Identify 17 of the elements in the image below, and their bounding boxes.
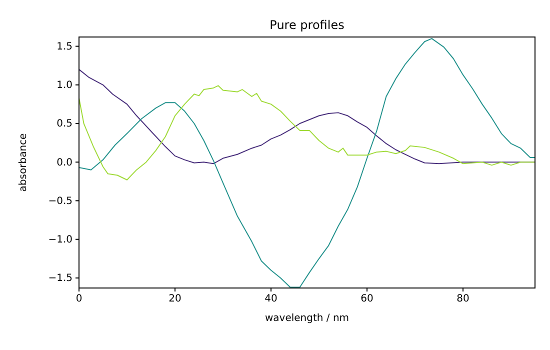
chart-title: Pure profiles	[270, 18, 344, 32]
x-axis-title: wavelength / nm	[264, 313, 350, 324]
x-tick-label: 20	[168, 294, 182, 305]
y-tick-label: −1.5	[48, 273, 72, 284]
x-tick-label: 0	[76, 294, 82, 305]
x-tick-label: 80	[456, 294, 470, 305]
y-tick-label: 0.0	[56, 157, 72, 168]
y-tick-label: −0.5	[48, 196, 72, 207]
x-tick-label: 60	[360, 294, 374, 305]
y-tick-label: 0.5	[56, 118, 72, 130]
y-axis-title: absorbance	[18, 133, 29, 192]
y-tick-label: −1.0	[48, 234, 72, 246]
line-series	[78, 85, 536, 180]
y-tick-label: 1.0	[56, 80, 72, 92]
y-tick-label: 1.5	[56, 41, 72, 52]
x-tick-label: 40	[264, 294, 278, 305]
line-series	[78, 38, 536, 288]
